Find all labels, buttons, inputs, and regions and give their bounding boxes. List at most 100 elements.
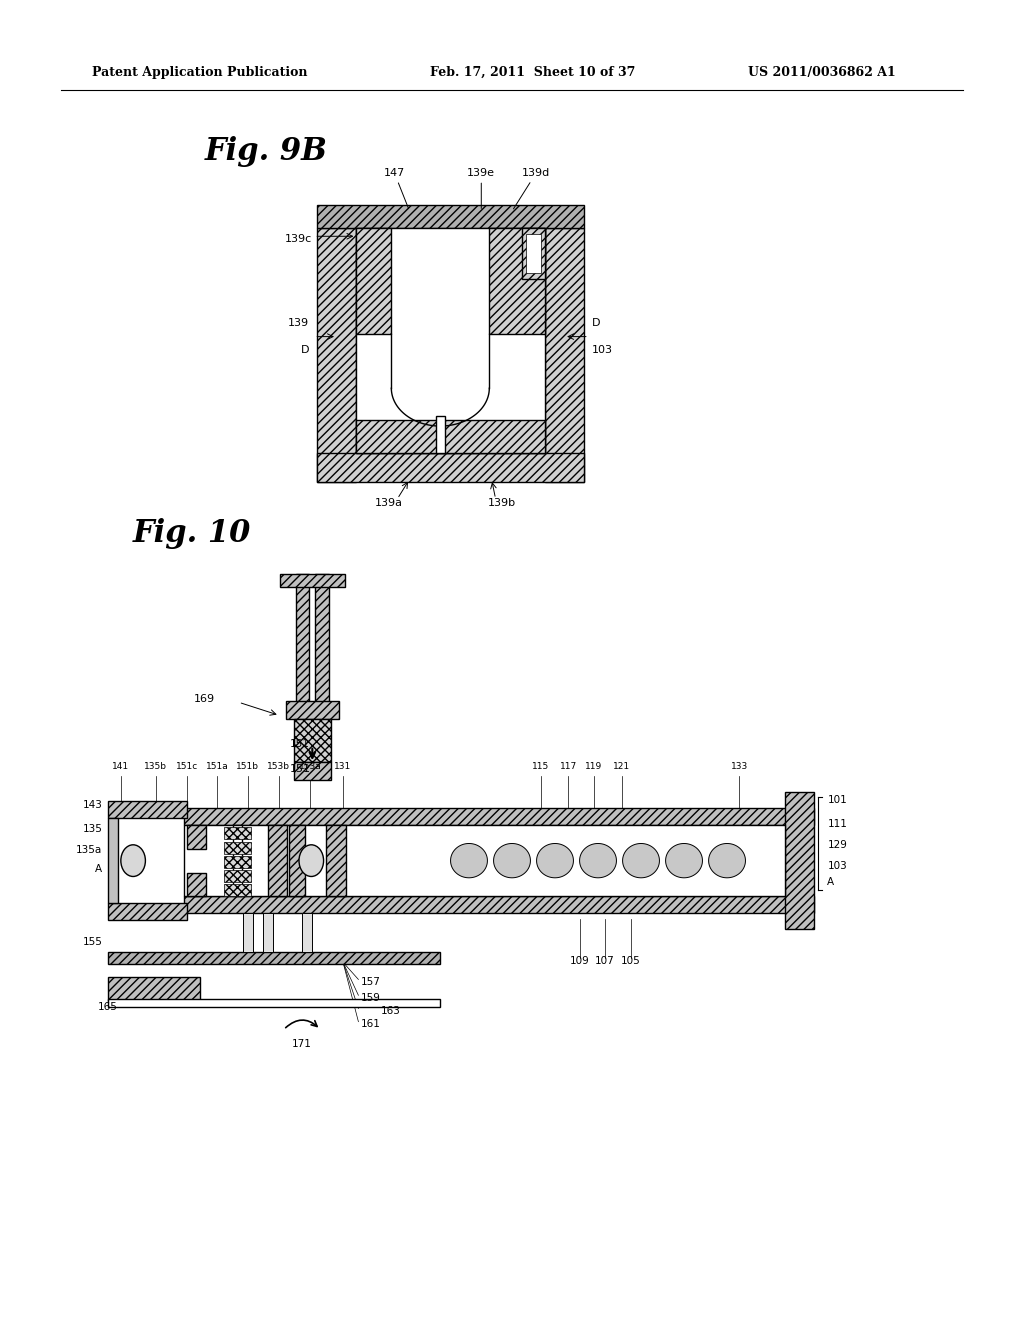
Bar — [296, 574, 309, 719]
Bar — [522, 228, 545, 279]
Text: 107: 107 — [595, 956, 615, 966]
Text: Fig. 10: Fig. 10 — [133, 517, 252, 549]
Text: 135: 135 — [83, 824, 102, 834]
Bar — [289, 825, 305, 896]
Bar — [526, 234, 541, 273]
Bar — [263, 913, 273, 952]
Bar — [184, 825, 785, 896]
Text: 153a: 153a — [299, 762, 322, 771]
Circle shape — [299, 845, 324, 876]
Bar — [233, 825, 242, 896]
Bar — [224, 870, 251, 882]
Bar — [286, 701, 339, 719]
Bar — [108, 977, 200, 1001]
Text: 133: 133 — [731, 762, 748, 771]
Text: D: D — [592, 318, 600, 329]
Text: A: A — [95, 863, 102, 874]
Bar — [108, 903, 187, 920]
Bar — [436, 416, 444, 453]
Text: 135a: 135a — [76, 845, 102, 855]
Polygon shape — [709, 843, 745, 878]
Text: 151a: 151a — [206, 762, 228, 771]
Polygon shape — [666, 843, 702, 878]
Text: 139e: 139e — [467, 168, 496, 209]
Bar — [317, 453, 584, 482]
Text: 109: 109 — [569, 956, 590, 966]
Polygon shape — [623, 843, 659, 878]
Polygon shape — [451, 843, 487, 878]
Text: 101: 101 — [827, 795, 847, 805]
Text: 105: 105 — [621, 956, 641, 966]
Text: 171: 171 — [292, 1039, 312, 1049]
Text: 151c: 151c — [176, 762, 199, 771]
Polygon shape — [494, 843, 530, 878]
Text: 151b: 151b — [237, 762, 259, 771]
Text: 135b: 135b — [144, 762, 167, 771]
Text: 161: 161 — [360, 1019, 380, 1030]
Bar — [187, 825, 206, 849]
Bar — [545, 228, 584, 482]
Text: 139: 139 — [288, 318, 309, 329]
Text: 143: 143 — [83, 800, 102, 810]
Text: 155: 155 — [83, 937, 102, 948]
Text: 151: 151 — [290, 764, 310, 775]
Bar — [268, 825, 287, 896]
Text: 119: 119 — [586, 762, 602, 771]
Text: D: D — [301, 345, 309, 355]
Bar — [317, 205, 584, 228]
Text: 139a: 139a — [375, 498, 403, 508]
Bar — [294, 762, 331, 780]
Text: 147: 147 — [384, 168, 409, 209]
Bar — [317, 228, 356, 482]
Text: 163: 163 — [381, 1006, 400, 1016]
Bar — [356, 228, 391, 334]
Bar — [108, 818, 118, 903]
Text: 139b: 139b — [487, 498, 516, 508]
Text: 131: 131 — [335, 762, 351, 771]
Text: 115: 115 — [532, 762, 549, 771]
Bar — [184, 896, 814, 913]
Circle shape — [121, 845, 145, 876]
Text: A: A — [827, 876, 835, 887]
Text: Patent Application Publication: Patent Application Publication — [92, 66, 307, 79]
Polygon shape — [537, 843, 573, 878]
Text: 169: 169 — [194, 694, 215, 705]
Bar — [108, 952, 440, 964]
Text: 139d: 139d — [513, 168, 551, 209]
Bar — [108, 999, 440, 1007]
Text: 129: 129 — [827, 840, 847, 850]
Bar — [187, 873, 206, 896]
Bar — [224, 842, 251, 854]
Bar — [356, 228, 545, 453]
Text: 139c: 139c — [285, 234, 312, 244]
Text: US 2011/0036862 A1: US 2011/0036862 A1 — [748, 66, 895, 79]
Text: Fig. 9B: Fig. 9B — [205, 136, 328, 168]
Text: 165: 165 — [98, 1002, 118, 1012]
Text: 111: 111 — [827, 818, 847, 829]
Text: 121: 121 — [613, 762, 630, 771]
Text: 159: 159 — [360, 993, 380, 1003]
Text: 151: 151 — [290, 739, 310, 750]
Bar — [315, 574, 329, 719]
Bar — [326, 825, 346, 896]
Text: 117: 117 — [560, 762, 577, 771]
Bar — [184, 808, 814, 825]
Bar — [224, 884, 251, 896]
Text: 157: 157 — [360, 977, 380, 987]
Bar — [302, 913, 312, 952]
Bar — [108, 801, 187, 818]
Text: Feb. 17, 2011  Sheet 10 of 37: Feb. 17, 2011 Sheet 10 of 37 — [430, 66, 636, 79]
Bar — [356, 420, 545, 453]
Polygon shape — [580, 843, 616, 878]
Text: 141: 141 — [113, 762, 129, 771]
Text: 153b: 153b — [267, 762, 290, 771]
Text: 103: 103 — [592, 345, 613, 355]
Bar — [294, 719, 331, 762]
Bar — [489, 228, 545, 334]
Bar — [280, 574, 345, 587]
Bar — [243, 913, 253, 952]
Bar — [785, 792, 814, 929]
Bar — [224, 855, 251, 867]
Bar — [224, 828, 251, 840]
Text: 103: 103 — [827, 861, 847, 871]
